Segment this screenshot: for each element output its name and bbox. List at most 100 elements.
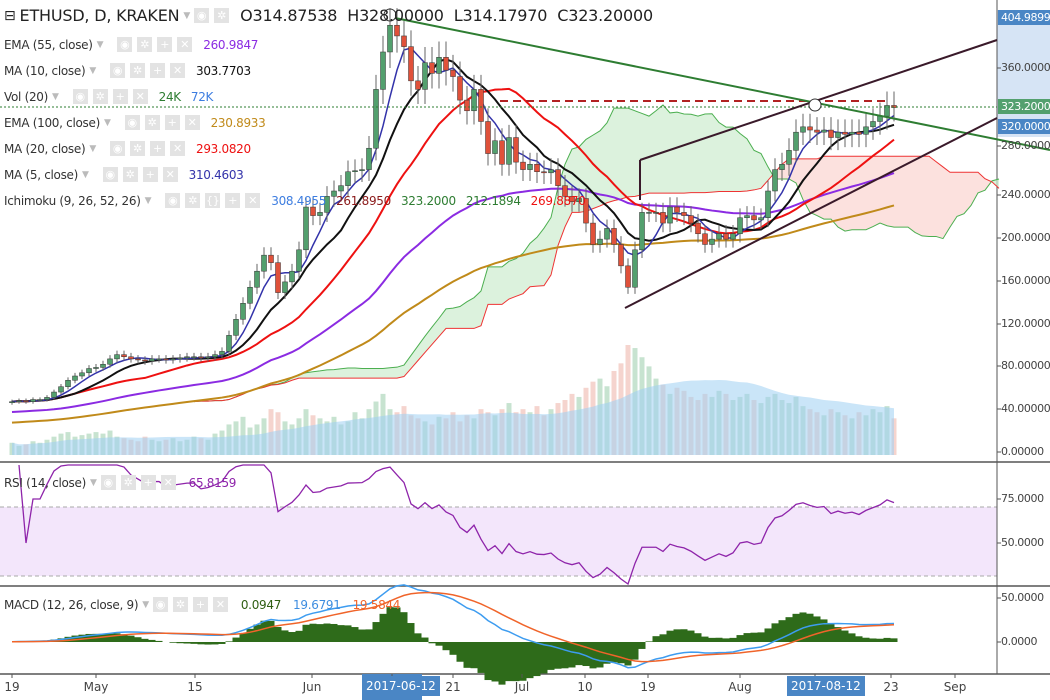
gear-icon[interactable]: ✲: [92, 89, 108, 104]
ichimoku-cloud: [992, 178, 999, 189]
ichimoku-cloud: [873, 156, 880, 227]
gear-icon[interactable]: ✲: [122, 167, 138, 182]
eye-icon[interactable]: ◉: [100, 475, 116, 490]
price-axis-label: 280.00000: [1001, 139, 1050, 152]
eye-icon[interactable]: ◉: [117, 37, 133, 52]
candle: [828, 129, 834, 138]
candle: [681, 212, 687, 216]
rsi-label[interactable]: RSI (14, close): [4, 475, 86, 490]
plus-icon[interactable]: +: [225, 193, 241, 208]
indicator-label[interactable]: EMA (100, close): [4, 115, 100, 130]
macd-histogram-bar: [344, 625, 352, 642]
macd-histogram-bar: [526, 642, 534, 679]
eye-icon[interactable]: ◉: [152, 597, 168, 612]
close-icon[interactable]: ✕: [162, 167, 178, 182]
chevron-down-icon[interactable]: ▼: [96, 39, 104, 50]
close-icon[interactable]: ✕: [177, 37, 193, 52]
chevron-down-icon[interactable]: ▼: [144, 195, 152, 206]
candle: [821, 129, 827, 133]
plus-icon[interactable]: +: [149, 141, 165, 156]
chevron-down-icon[interactable]: ▼: [103, 117, 111, 128]
ichimoku-cloud: [929, 156, 936, 237]
candle: [51, 391, 57, 398]
candle: [9, 401, 15, 403]
braces-icon[interactable]: {}: [205, 193, 221, 208]
symbol-title[interactable]: ETHUSD, D, KRAKEN: [19, 6, 180, 25]
plus-icon[interactable]: +: [149, 63, 165, 78]
candle: [387, 24, 393, 53]
indicator-label[interactable]: Vol (20): [4, 89, 49, 104]
eye-icon[interactable]: ◉: [102, 167, 118, 182]
ichimoku-cloud: [670, 112, 677, 194]
macd-histogram-bar: [631, 642, 639, 660]
indicator-label[interactable]: MA (10, close): [4, 63, 86, 78]
plus-icon[interactable]: +: [112, 89, 128, 104]
eye-icon[interactable]: ◉: [124, 115, 140, 130]
gear-icon[interactable]: ✲: [172, 597, 188, 612]
macd-histogram-bar: [309, 623, 317, 642]
close-icon[interactable]: ✕: [245, 193, 261, 208]
close-icon[interactable]: ✕: [169, 63, 185, 78]
macd-histogram-bar: [274, 626, 282, 642]
gear-icon[interactable]: ✲: [214, 8, 230, 23]
plus-icon[interactable]: +: [142, 167, 158, 182]
chevron-down-icon[interactable]: ▼: [89, 477, 97, 488]
gear-icon[interactable]: ✲: [120, 475, 136, 490]
macd-histogram-bar: [512, 642, 520, 682]
indicator-label[interactable]: MA (5, close): [4, 167, 79, 182]
candle: [793, 131, 799, 151]
macd-histogram-bar: [71, 635, 79, 642]
macd-histogram-bar: [393, 607, 401, 642]
close-icon[interactable]: ✕: [184, 115, 200, 130]
indicator-value: 308.4955: [271, 193, 327, 208]
eye-icon[interactable]: ◉: [72, 89, 88, 104]
chevron-down-icon[interactable]: ▼: [142, 599, 149, 610]
ichimoku-cloud: [817, 156, 824, 220]
candle: [653, 212, 659, 214]
plus-icon[interactable]: +: [157, 37, 173, 52]
ichimoku-cloud: [943, 166, 950, 239]
ichimoku-cloud: [439, 308, 446, 337]
indicator-label[interactable]: EMA (55, close): [4, 37, 93, 52]
chevron-down-icon[interactable]: ▼: [183, 10, 191, 21]
candle: [737, 217, 743, 235]
eye-icon[interactable]: ◉: [109, 141, 125, 156]
candle: [16, 400, 22, 402]
candle: [275, 262, 281, 293]
close-icon[interactable]: ✕: [169, 141, 185, 156]
plus-icon[interactable]: +: [140, 475, 156, 490]
macd-label[interactable]: MACD (12, 26, close, 9): [4, 597, 139, 612]
chevron-down-icon[interactable]: ▼: [82, 169, 89, 180]
candle: [597, 238, 603, 245]
close-icon[interactable]: ✕: [212, 597, 228, 612]
ichimoku-cloud: [880, 156, 887, 226]
eye-icon[interactable]: ◉: [194, 8, 210, 23]
gear-icon[interactable]: ✲: [185, 193, 201, 208]
close-icon[interactable]: ✕: [132, 89, 148, 104]
candle: [751, 215, 757, 221]
chevron-down-icon[interactable]: ▼: [89, 143, 96, 154]
chevron-down-icon[interactable]: ▼: [89, 65, 96, 76]
indicator-label[interactable]: Ichimoku (9, 26, 52, 26): [4, 193, 141, 208]
eye-icon[interactable]: ◉: [109, 63, 125, 78]
plus-icon[interactable]: +: [164, 115, 180, 130]
gear-icon[interactable]: ✲: [129, 141, 145, 156]
candle: [107, 358, 113, 365]
chevron-down-icon[interactable]: ▼: [52, 91, 59, 102]
close-icon[interactable]: ✕: [160, 475, 176, 490]
candle: [625, 265, 631, 288]
candle: [569, 196, 575, 202]
candle: [646, 212, 652, 214]
ichimoku-cloud: [964, 172, 971, 214]
gear-icon[interactable]: ✲: [129, 63, 145, 78]
collapse-icon[interactable]: ⊟: [4, 7, 16, 24]
indicator-label[interactable]: MA (20, close): [4, 141, 86, 156]
plus-icon[interactable]: +: [192, 597, 208, 612]
gear-icon[interactable]: ✲: [137, 37, 153, 52]
eye-icon[interactable]: ◉: [165, 193, 181, 208]
macd-histogram-bar: [225, 641, 233, 642]
gear-icon[interactable]: ✲: [144, 115, 160, 130]
candle: [674, 206, 680, 213]
macd-histogram-bar: [540, 642, 548, 674]
